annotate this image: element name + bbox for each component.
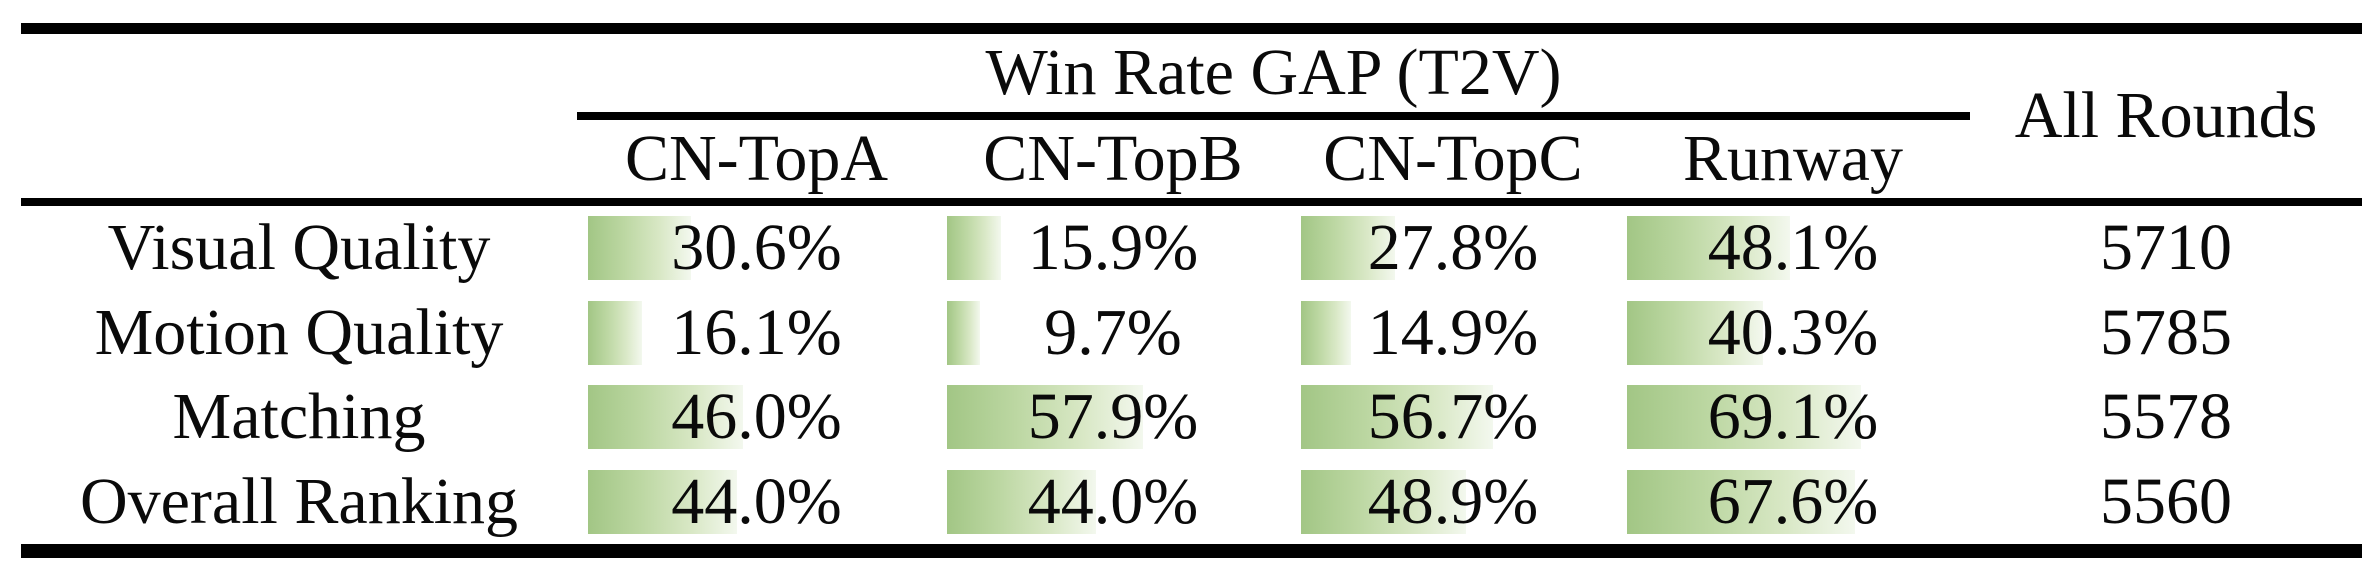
column-header-all-rounds: All Rounds [2014, 79, 2318, 152]
data-cell: 9.7% [936, 291, 1290, 376]
data-bar [588, 469, 737, 534]
all-rounds-value: 5785 [2100, 295, 2232, 369]
row-label: Matching [172, 380, 426, 454]
cell-value: 30.6% [671, 211, 842, 285]
data-bar [588, 300, 643, 365]
all-rounds-value: 5710 [2100, 211, 2232, 285]
data-bar [588, 385, 744, 449]
data-bar [947, 300, 980, 365]
data-bar [1301, 216, 1395, 280]
cell-value: 46.0% [671, 380, 842, 454]
data-cell: 46.0% [577, 375, 936, 460]
data-cell: 44.0% [936, 460, 1290, 545]
cell-value: 57.9% [1027, 380, 1199, 454]
all-rounds-value: 5560 [2100, 464, 2232, 538]
data-cell: 56.7% [1290, 375, 1616, 460]
cell-value: 48.9% [1367, 464, 1539, 538]
column-header-runway: Runway [1683, 122, 1903, 195]
data-bar [1301, 300, 1352, 365]
table-row-overall-ranking: Overall Ranking 44.0% 44.0% 48.9% 67.6% [21, 460, 2362, 545]
cell-value: 44.0% [1027, 464, 1199, 538]
table-header: Win Rate GAP (T2V) CN-TopA CN-TopB CN-To… [21, 34, 2362, 198]
cell-value: 9.7% [1044, 295, 1182, 369]
cell-value: 44.0% [671, 464, 842, 538]
data-cell: 15.9% [936, 206, 1290, 291]
cell-value: 69.1% [1707, 380, 1879, 454]
data-bar [947, 469, 1096, 534]
row-label: Visual Quality [107, 211, 491, 285]
column-header-cn-topb: CN-TopB [983, 122, 1243, 195]
all-rounds-value: 5578 [2100, 380, 2232, 454]
data-cell: 44.0% [577, 460, 936, 545]
top-rule [21, 23, 2362, 34]
column-header-cn-topc: CN-TopC [1323, 122, 1583, 195]
data-cell: 69.1% [1616, 375, 1970, 460]
cell-value: 40.3% [1707, 295, 1879, 369]
data-bar [1627, 216, 1790, 280]
column-header-cn-topa: CN-TopA [624, 122, 889, 195]
data-cell: 30.6% [577, 206, 936, 291]
cell-value: 48.1% [1707, 211, 1879, 285]
cell-value: 16.1% [671, 295, 842, 369]
table-row-visual-quality: Visual Quality 30.6% 15.9% 27.8% 48.1% [21, 206, 2362, 291]
cell-value: 27.8% [1367, 211, 1539, 285]
data-cell: 48.9% [1290, 460, 1616, 545]
cell-value: 14.9% [1367, 295, 1539, 369]
row-label: Motion Quality [94, 295, 504, 369]
data-cell: 27.8% [1290, 206, 1616, 291]
group-header-title: Win Rate GAP (T2V) [985, 36, 1562, 109]
data-bar [1627, 469, 1856, 534]
header-separator-rule [21, 198, 2362, 206]
group-header-underline-rule [577, 112, 1970, 120]
table-row-motion-quality: Motion Quality 16.1% 9.7% 14.9% 40.3% [21, 291, 2362, 376]
data-cell: 48.1% [1616, 206, 1970, 291]
data-bar [588, 216, 692, 280]
cell-value: 56.7% [1367, 380, 1539, 454]
data-cell: 14.9% [1290, 291, 1616, 376]
data-bar [947, 216, 1001, 280]
data-bar [1627, 385, 1861, 449]
row-label: Overall Ranking [79, 464, 519, 538]
cell-value: 15.9% [1027, 211, 1199, 285]
data-bar [1301, 469, 1467, 534]
data-bar [1301, 385, 1493, 449]
data-cell: 16.1% [577, 291, 936, 376]
data-bar [1627, 300, 1764, 365]
data-bar [947, 385, 1143, 449]
cell-value: 67.6% [1707, 464, 1879, 538]
table-body: Visual Quality 30.6% 15.9% 27.8% 48.1% [21, 206, 2362, 544]
data-cell: 67.6% [1616, 460, 1970, 545]
bottom-rule [21, 544, 2362, 558]
win-rate-table: Win Rate GAP (T2V) CN-TopA CN-TopB CN-To… [21, 0, 2362, 568]
data-cell: 40.3% [1616, 291, 1970, 376]
data-cell: 57.9% [936, 375, 1290, 460]
table-row-matching: Matching 46.0% 57.9% 56.7% 69.1% 557 [21, 375, 2362, 460]
